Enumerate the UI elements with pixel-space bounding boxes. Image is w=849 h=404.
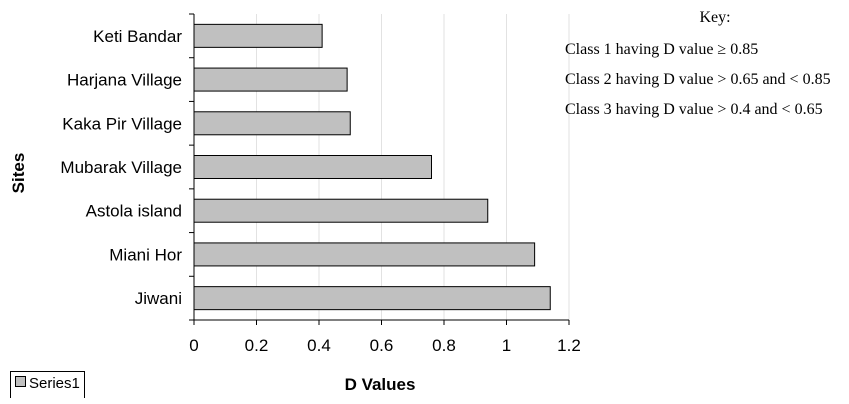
key-class-3: Class 3 having D value > 0.4 and < 0.65: [565, 101, 823, 118]
x-tick-label: 0.6: [370, 336, 394, 355]
bar: [193, 67, 348, 92]
x-tick-labels: 0 0.2 0.4 0.6 0.8 1 1.2: [189, 336, 581, 355]
category-label: Kaka Pir Village: [62, 114, 182, 133]
category-label: Mubarak Village: [60, 158, 182, 177]
key-title: Key:: [699, 9, 731, 26]
bar: [193, 23, 323, 48]
category-label: Jiwani: [135, 289, 182, 308]
category-label: Harjana Village: [67, 71, 182, 90]
x-tick-label: 0.2: [245, 336, 269, 355]
axes: [189, 13, 570, 325]
bar: [193, 198, 489, 223]
x-tick-label: 0: [189, 336, 198, 355]
legend-swatch: [15, 376, 26, 387]
legend: Series1: [10, 371, 85, 398]
x-tick-label: 1: [502, 336, 511, 355]
key-class-1: Class 1 having D value ≥ 0.85: [565, 41, 759, 58]
bar: [193, 286, 551, 311]
bar: [193, 111, 351, 136]
x-tick-label: 0.8: [432, 336, 456, 355]
category-labels: Keti Bandar Harjana Village Kaka Pir Villa…: [60, 27, 182, 308]
category-label: Astola island: [86, 202, 182, 221]
bars: [193, 23, 551, 311]
x-tick-label: 0.4: [307, 336, 331, 355]
legend-label: Series1: [29, 375, 80, 392]
key-class-2: Class 2 having D value > 0.65 and < 0.85: [565, 71, 831, 88]
class-key: Key: Class 1 having D value ≥ 0.85 Class…: [565, 8, 845, 130]
bar: [193, 155, 432, 179]
x-axis-title: D Values: [345, 375, 416, 394]
bar: [193, 242, 536, 267]
y-axis-title: Sites: [9, 153, 28, 194]
category-label: Miani Hor: [109, 245, 182, 264]
x-tick-label: 1.2: [557, 336, 581, 355]
category-label: Keti Bandar: [93, 27, 182, 46]
